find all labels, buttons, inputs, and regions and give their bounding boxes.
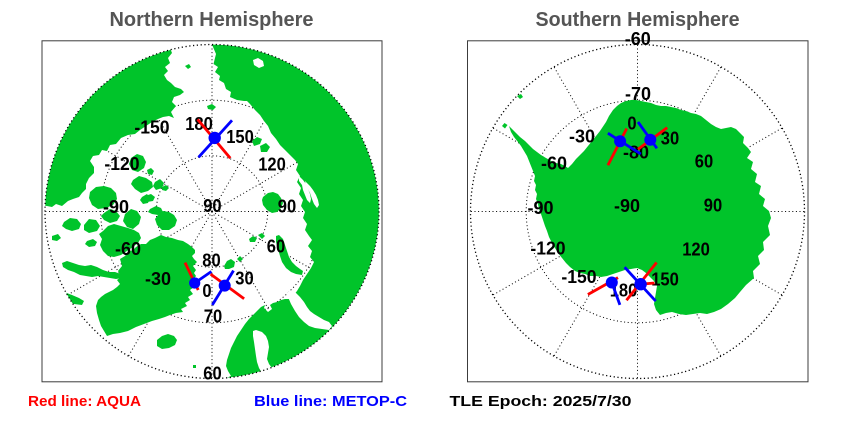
svg-text:-30: -30 [145,269,171,289]
svg-text:70: 70 [204,306,222,326]
svg-text:-120: -120 [104,154,139,174]
svg-text:120: 120 [682,239,710,259]
svg-text:120: 120 [258,154,286,174]
svg-text:-90: -90 [103,197,129,217]
svg-text:-150: -150 [561,267,596,287]
svg-text:60: 60 [203,363,221,383]
svg-text:150: 150 [651,269,679,289]
svg-text:60: 60 [267,236,285,256]
svg-text:-90: -90 [614,196,640,216]
svg-text:Blue line: METOP-C: Blue line: METOP-C [254,393,407,410]
svg-text:-120: -120 [530,238,565,258]
svg-text:30: 30 [661,128,679,148]
svg-text:0: 0 [202,281,211,301]
svg-text:-150: -150 [134,117,169,137]
svg-text:60: 60 [695,151,713,171]
svg-text:150: 150 [226,127,254,147]
svg-text:-70: -70 [625,84,651,104]
svg-text:Southern Hemisphere: Southern Hemisphere [536,9,740,31]
svg-text:Northern Hemisphere: Northern Hemisphere [110,9,314,31]
svg-text:-90: -90 [528,198,554,218]
svg-text:90: 90 [278,196,296,216]
svg-text:-60: -60 [115,239,141,259]
svg-text:-30: -30 [569,126,595,146]
svg-text:30: 30 [235,268,253,288]
svg-text:Red line: AQUA: Red line: AQUA [28,393,141,410]
svg-text:90: 90 [704,195,722,215]
svg-text:-60: -60 [625,29,651,49]
svg-text:80: 80 [202,250,220,270]
svg-text:0: 0 [627,113,636,133]
svg-text:-60: -60 [541,153,567,173]
svg-text:TLE Epoch: 2025/7/30: TLE Epoch: 2025/7/30 [450,393,632,410]
svg-text:90: 90 [203,196,221,216]
